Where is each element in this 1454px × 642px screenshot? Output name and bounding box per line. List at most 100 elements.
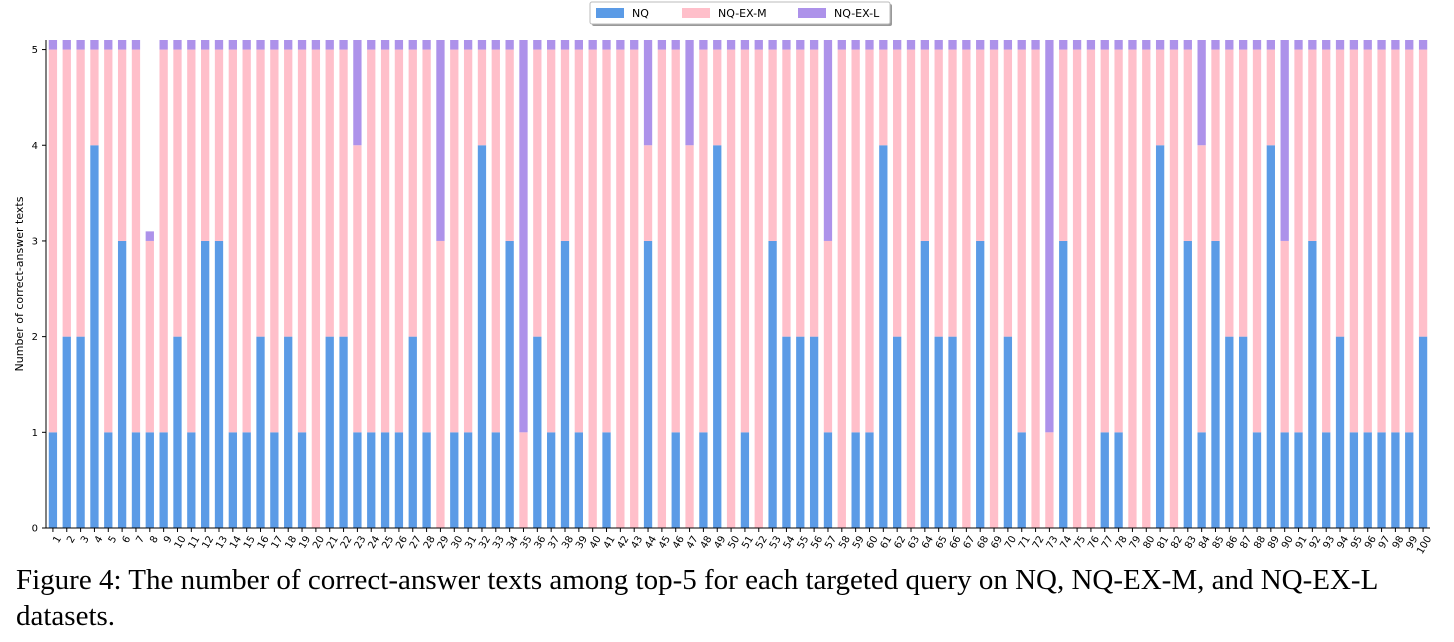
x-tick-label: 50 [726, 534, 742, 551]
bar-nq-ex-l-88 [1252, 40, 1262, 50]
bar-nq-ex-l-87 [1239, 40, 1248, 50]
bar-nq-4 [90, 145, 99, 528]
bar-nq-77 [1100, 432, 1109, 528]
bar-nq-ex-m-82 [1169, 49, 1179, 528]
bar-nq-ex-l-71 [1017, 40, 1026, 50]
x-tick-label: 81 [1155, 534, 1171, 551]
bar-nq-53 [768, 240, 777, 528]
bar-nq-ex-l-28 [422, 40, 431, 50]
bar-nq-ex-l-36 [533, 40, 542, 50]
bar-nq-ex-m-66 [948, 49, 957, 337]
bar-nq-ex-l-16 [256, 40, 265, 50]
bar-nq-ex-m-32 [477, 49, 487, 146]
bar-nq-ex-l-72 [1031, 40, 1040, 50]
x-tick-label: 36 [533, 534, 549, 551]
bar-nq-ex-l-65 [934, 40, 943, 50]
bar-nq-ex-m-52 [754, 49, 763, 528]
bar-nq-91 [1294, 432, 1303, 528]
bar-nq-ex-l-60 [865, 40, 874, 50]
bar-nq-ex-l-33 [491, 40, 500, 50]
bar-nq-13 [214, 240, 224, 528]
x-tick-label: 92 [1308, 534, 1324, 551]
bar-nq-ex-m-26 [394, 49, 404, 433]
x-tick-label: 75 [1072, 534, 1088, 551]
bar-nq-ex-m-45 [657, 49, 667, 528]
bar-nq-18 [284, 336, 293, 528]
bar-nq-ex-l-35 [519, 40, 528, 433]
x-tick-label: 29 [436, 534, 452, 551]
bar-nq-26 [394, 432, 404, 528]
bar-nq-ex-m-39 [574, 49, 583, 433]
bar-nq-ex-l-77 [1100, 40, 1109, 50]
figure-caption: Figure 4: The number of correct-answer t… [16, 564, 1378, 632]
x-tick-label: 66 [948, 534, 964, 551]
bar-nq-ex-m-87 [1239, 49, 1248, 337]
bar-nq-ex-l-14 [228, 40, 237, 50]
bar-nq-ex-l-70 [1003, 40, 1013, 50]
x-tick-label: 82 [1169, 534, 1185, 551]
bar-nq-ex-l-57 [823, 40, 833, 241]
bar-nq-ex-l-15 [242, 40, 251, 50]
bar-nq-ex-l-86 [1225, 40, 1234, 50]
bar-nq-36 [533, 336, 542, 528]
x-tick-label: 17 [270, 534, 286, 551]
bar-nq-ex-m-49 [713, 49, 722, 146]
bar-nq-ex-l-99 [1405, 40, 1414, 50]
stacked-bar-chart: 1 2 3 4 5 6 7 8 91011121314151617181920212223242… [13, 1, 1434, 556]
bar-nq-ex-m-10 [173, 49, 182, 337]
bar-nq-ex-l-91 [1294, 40, 1303, 50]
bar-nq-68 [976, 240, 985, 528]
y-tick-label: 4 [32, 141, 38, 152]
bar-nq-ex-m-85 [1211, 49, 1220, 241]
x-tick-label: 52 [754, 534, 770, 551]
bar-nq-12 [201, 240, 210, 528]
bar-nq-ex-l-90 [1280, 40, 1289, 241]
bar-nq-ex-l-6 [117, 40, 127, 50]
x-tick-label: 34 [505, 534, 521, 551]
bar-nq-ex-l-40 [588, 40, 597, 50]
x-tick-label: 9 [162, 534, 175, 545]
bar-nq-93 [1322, 432, 1331, 528]
bar-nq-ex-l-51 [740, 40, 750, 50]
bar-nq-ex-m-61 [879, 49, 888, 146]
bar-nq-ex-l-100 [1418, 40, 1428, 50]
bar-nq-ex-m-17 [270, 49, 279, 433]
bar-nq-ex-l-68 [976, 40, 985, 50]
bar-nq-ex-m-30 [450, 49, 459, 433]
bar-nq-31 [463, 432, 473, 528]
bar-nq-ex-m-57 [823, 240, 833, 433]
bar-nq-11 [187, 432, 196, 528]
bar-nq-95 [1349, 432, 1359, 528]
x-tick-label: 63 [906, 534, 922, 551]
y-tick-label: 3 [32, 236, 38, 247]
bar-nq-ex-l-29 [436, 40, 445, 241]
bar-nq-ex-m-15 [242, 49, 251, 433]
bar-nq-ex-l-13 [214, 40, 224, 50]
bar-nq-ex-m-46 [671, 49, 680, 433]
bar-nq-ex-l-38 [560, 40, 570, 50]
x-tick-label: 58 [837, 534, 853, 551]
y-tick-label: 2 [32, 332, 38, 343]
x-tick-label: 51 [740, 534, 756, 551]
x-tick-label: 90 [1280, 534, 1296, 551]
bar-nq-ex-l-55 [796, 40, 805, 50]
bar-nq-ex-l-43 [630, 40, 639, 50]
bar-nq-ex-l-84 [1197, 40, 1206, 146]
bar-nq-ex-l-92 [1308, 40, 1317, 50]
bar-nq-55 [796, 336, 805, 528]
bar-nq-46 [671, 432, 680, 528]
bar-nq-87 [1239, 336, 1248, 528]
x-tick-label: 19 [297, 534, 313, 551]
x-tick-label: 48 [699, 534, 715, 551]
bar-nq-ex-m-94 [1335, 49, 1345, 337]
x-tick-label: 16 [256, 534, 272, 551]
bar-nq-ex-l-63 [906, 40, 916, 50]
bar-nq-ex-m-81 [1155, 49, 1165, 146]
bar-nq-ex-m-23 [353, 145, 362, 433]
bar-nq-89 [1266, 145, 1275, 528]
x-tick-label: 85 [1211, 534, 1227, 551]
x-tick-label: 40 [588, 534, 604, 551]
bar-nq-ex-l-74 [1059, 40, 1068, 50]
x-tick-label: 13 [214, 534, 230, 551]
bar-nq-ex-m-64 [920, 49, 929, 241]
